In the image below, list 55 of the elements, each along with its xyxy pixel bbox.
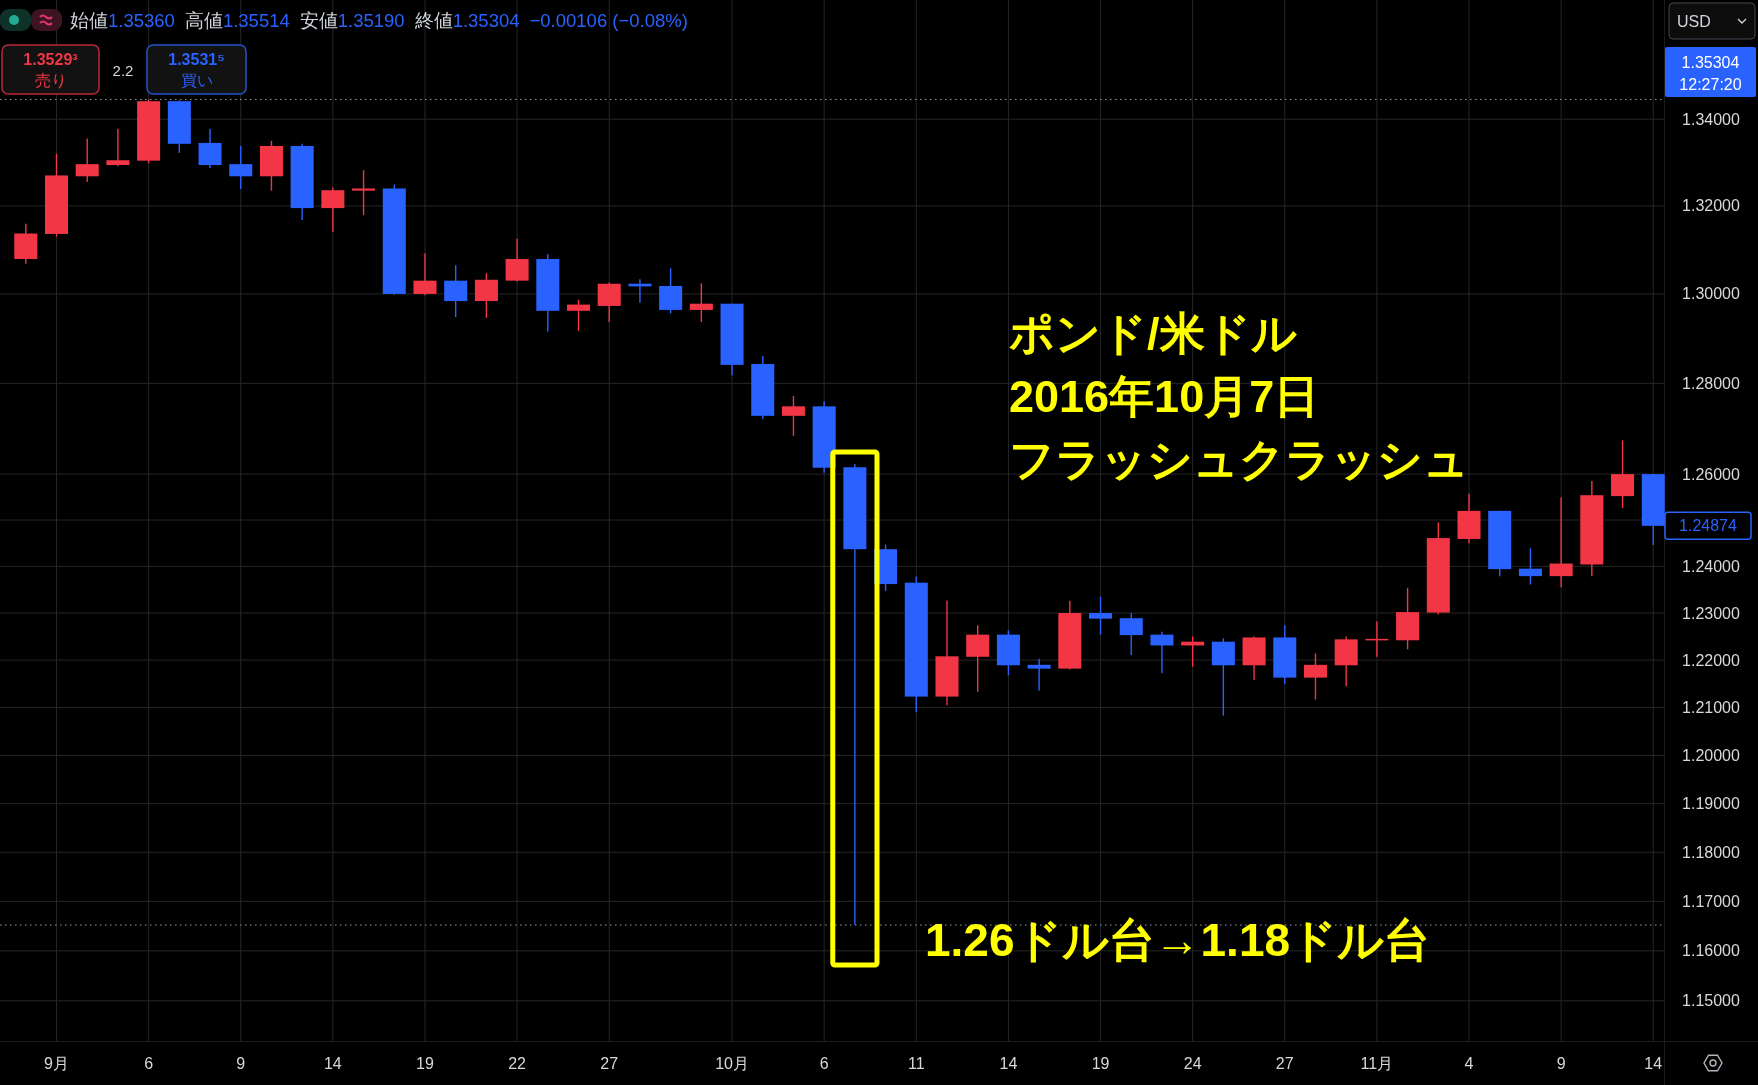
x-tick-label: 27 <box>600 1054 619 1072</box>
y-tick-label: 1.22000 <box>1682 651 1741 669</box>
text: 12:27:20 <box>1679 75 1742 93</box>
x-tick-label: 14 <box>999 1054 1018 1072</box>
x-tick-label: 14 <box>1644 1054 1663 1072</box>
text: USD <box>1677 12 1711 30</box>
annotation: 1.3531⁵ <box>168 50 225 68</box>
annotation: 1.35190 <box>337 9 405 31</box>
annotation: 高値 <box>184 9 223 31</box>
x-tick-label: 6 <box>819 1054 829 1072</box>
x-tick-label: 27 <box>1275 1054 1294 1072</box>
x-tick-label: 24 <box>1183 1054 1202 1072</box>
y-tick-label: 1.32000 <box>1682 197 1741 215</box>
y-tick-label: 1.16000 <box>1682 942 1741 960</box>
y-tick-label: 1.30000 <box>1682 285 1741 303</box>
annotation: 終値 <box>413 9 453 31</box>
text: 1.24874 <box>1679 517 1738 535</box>
x-tick-label: 11 <box>907 1054 925 1072</box>
x-tick-label: 6 <box>144 1054 154 1072</box>
x-tick-label: 11月 <box>1360 1054 1394 1072</box>
y-tick-label: 1.28000 <box>1682 374 1741 392</box>
y-tick-label: 1.20000 <box>1682 746 1741 764</box>
x-tick-label: 4 <box>1464 1054 1474 1072</box>
annotation: 買い <box>180 71 213 89</box>
y-tick-label: 1.26000 <box>1682 465 1741 483</box>
text: ポンド/米ドル <box>1009 307 1297 359</box>
annotation: フラッシュクラッシュ <box>1009 433 1469 485</box>
x-tick-label: 9 <box>236 1054 246 1072</box>
text: 2016年10月7日 <box>1009 370 1320 422</box>
y-tick-label: 1.15000 <box>1682 992 1741 1010</box>
annotation: −0.00106 (−0.08%) <box>529 9 688 31</box>
x-tick-label: 14 <box>323 1054 342 1072</box>
y-tick-label: 1.34000 <box>1682 110 1741 128</box>
annotation: 1.26ドル台→1.18ドル台 <box>924 914 1431 967</box>
annotation: 売り <box>34 71 67 89</box>
y-tick-label: 1.18000 <box>1682 843 1741 861</box>
x-tick-label: 19 <box>1091 1054 1110 1072</box>
annotation: 1.3529³ <box>23 50 78 68</box>
y-tick-label: 1.24000 <box>1682 557 1741 575</box>
x-tick-label: 22 <box>508 1054 527 1072</box>
x-tick-label: 9 <box>1556 1054 1566 1072</box>
x-tick-label: 10月 <box>715 1054 749 1072</box>
y-tick-label: 1.21000 <box>1682 699 1741 717</box>
text: 1.35304 <box>1681 53 1740 71</box>
y-tick-label: 1.19000 <box>1682 795 1741 813</box>
x-tick-label: 9月 <box>44 1054 69 1072</box>
annotation: 始値 <box>70 9 108 31</box>
annotation: 1.35304 <box>452 9 520 31</box>
annotation: 1.35514 <box>222 9 290 31</box>
annotation: 安値 <box>299 9 338 31</box>
y-tick-label: 1.23000 <box>1682 604 1741 622</box>
annotation: 1.35360 <box>108 9 175 31</box>
x-tick-label: 19 <box>416 1054 434 1072</box>
y-tick-label: 1.17000 <box>1682 892 1741 910</box>
annotation: 2.2 <box>112 61 134 79</box>
